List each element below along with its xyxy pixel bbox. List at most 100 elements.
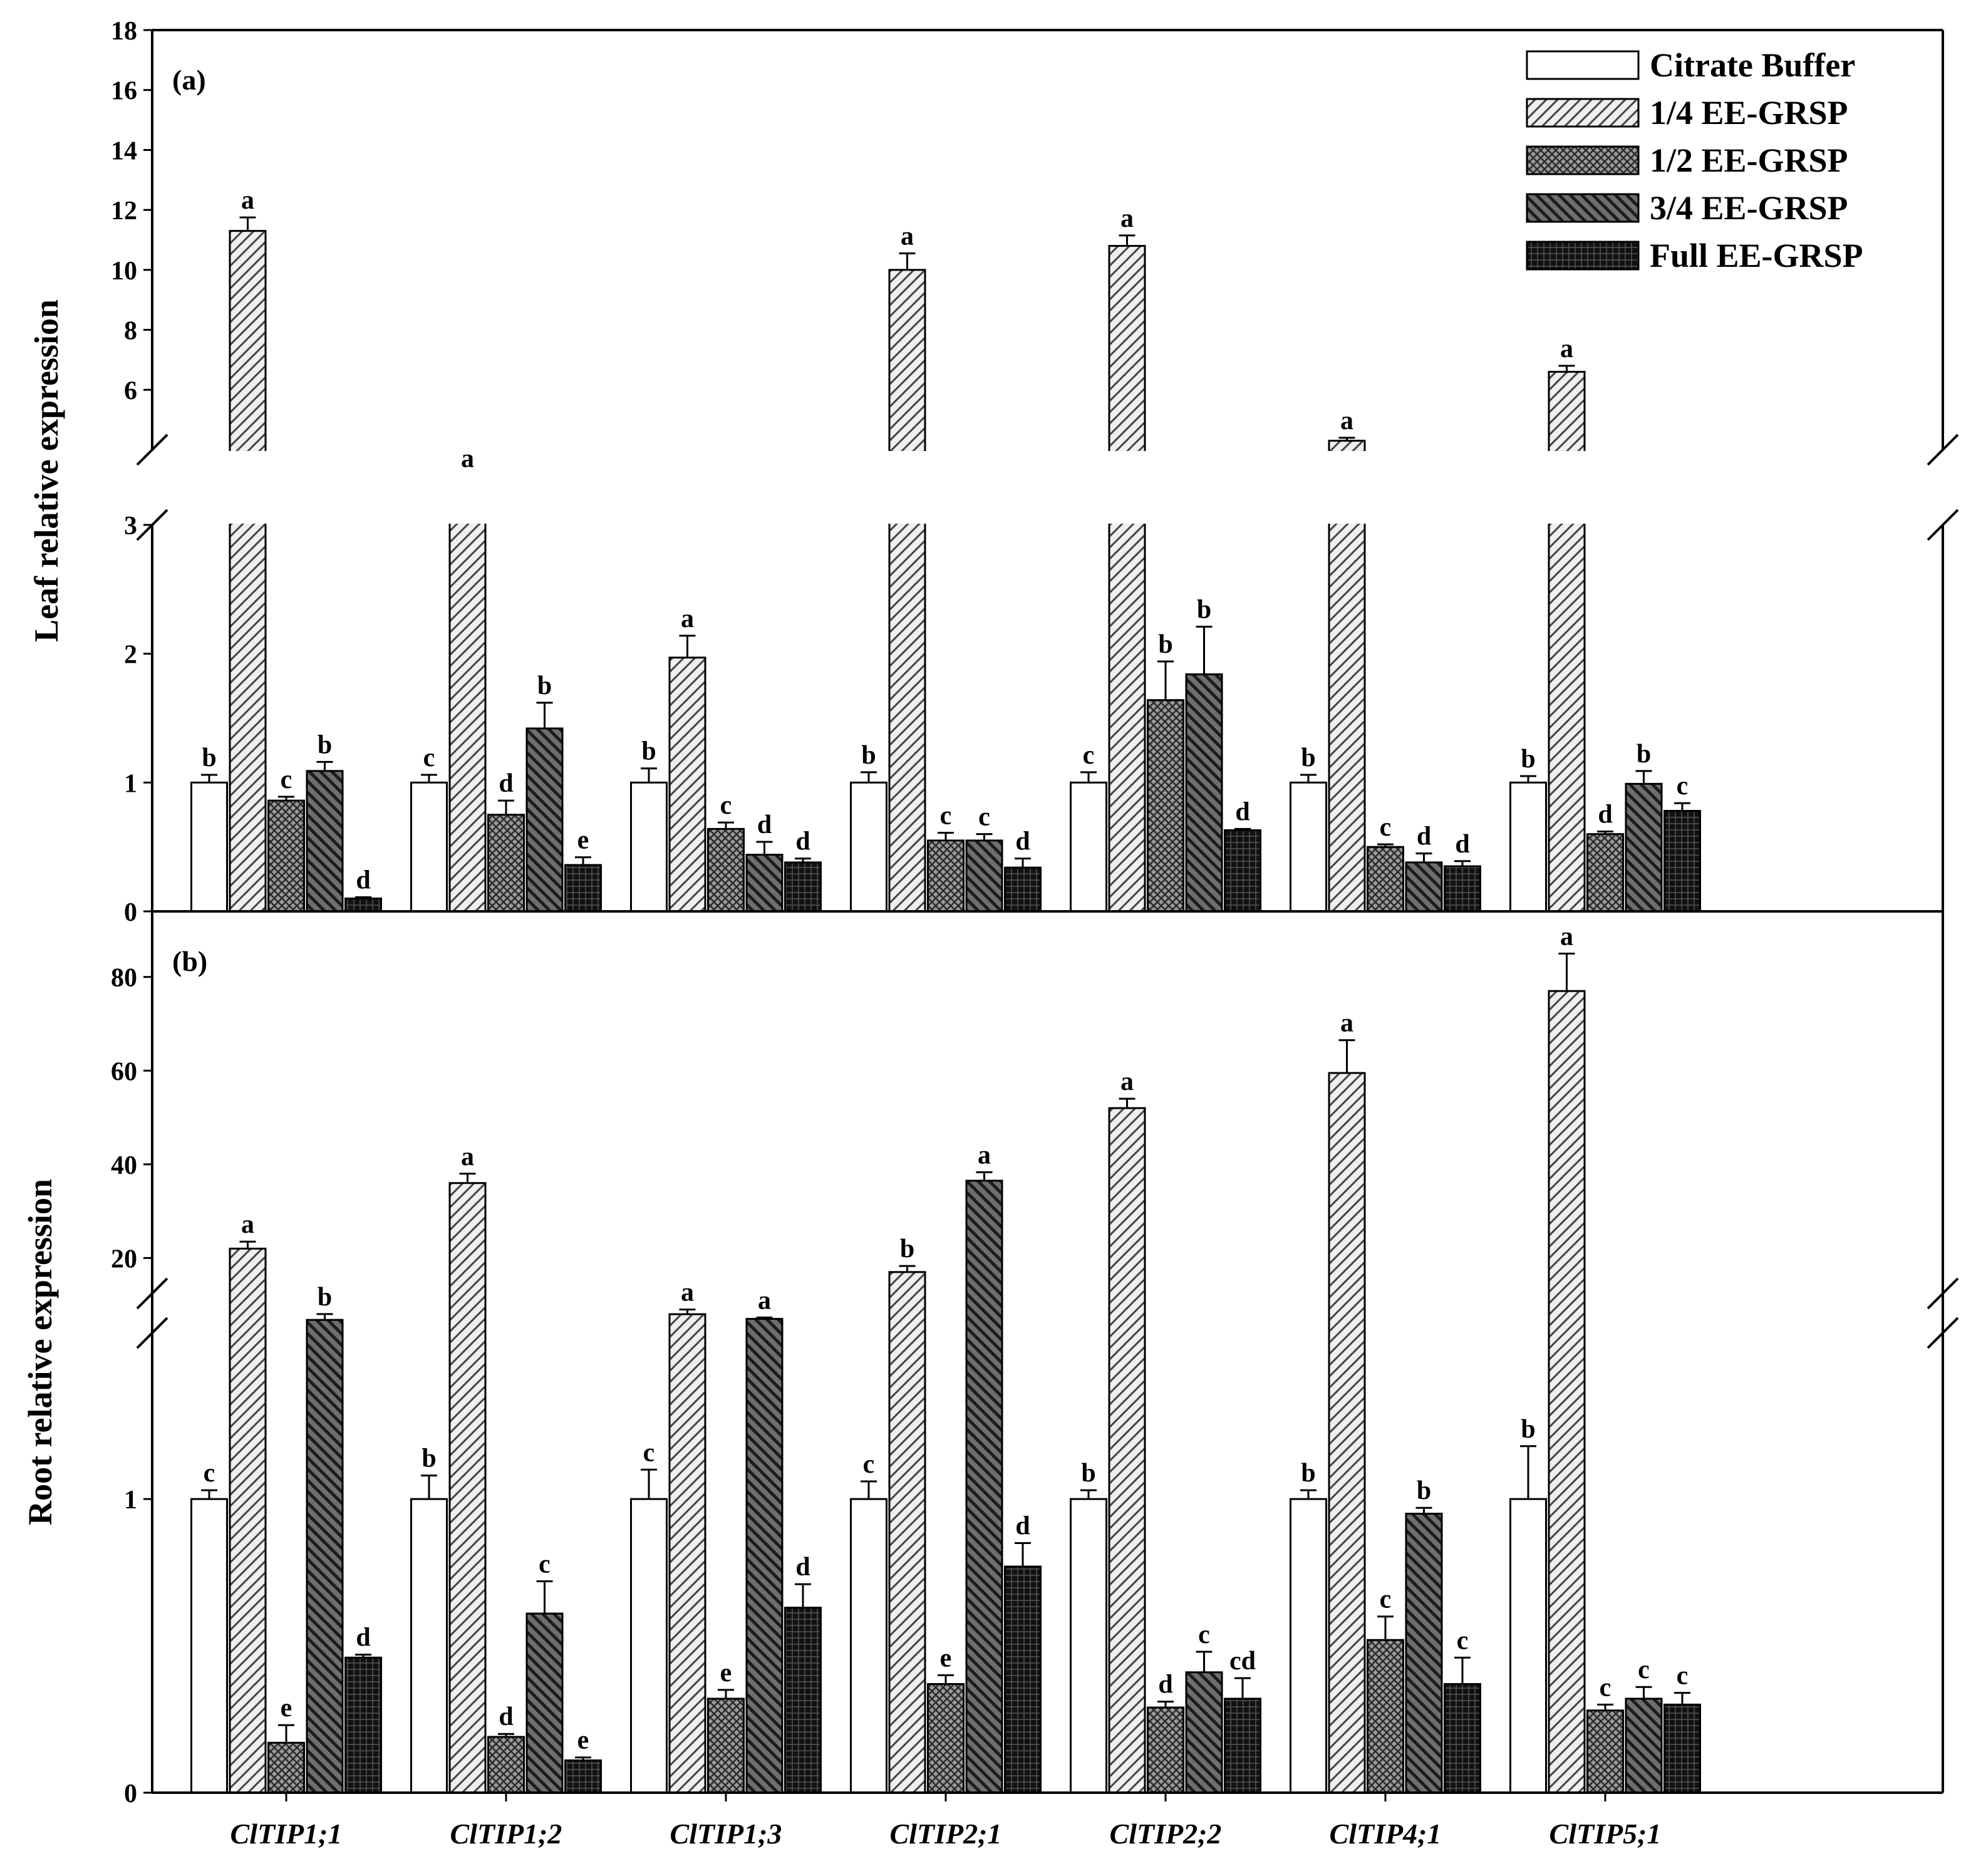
bar-root-0-3 xyxy=(850,1498,887,1794)
legend-swatch-grid-dark xyxy=(1526,241,1640,271)
significance-letter: d xyxy=(757,811,772,839)
significance-letter: c xyxy=(1198,1620,1210,1649)
axis-break-gap xyxy=(140,451,1955,524)
legend-label: 1/2 EE-GRSP xyxy=(1650,142,1848,179)
x-tick-label: ClTIP4;1 xyxy=(1330,1818,1442,1850)
significance-letter: b xyxy=(1301,744,1315,772)
bar-root-4-1 xyxy=(564,1759,602,1794)
bar-leaf-1-2 xyxy=(668,656,706,913)
legend: Citrate Buffer 1/4 EE-GRSP 1/2 EE-GRSP 3/4 … xyxy=(1526,46,1863,274)
y-tick-label: 0 xyxy=(124,898,137,927)
legend-swatch-hatch-light xyxy=(1526,98,1640,128)
bar-leaf-2-4 xyxy=(1147,699,1184,913)
significance-letter: b xyxy=(1417,1476,1431,1505)
bar-root-2-0 xyxy=(267,1741,305,1794)
legend-label: 1/4 EE-GRSP xyxy=(1650,94,1848,132)
bar-leaf-1-4 xyxy=(1108,245,1146,913)
legend-swatch-empty xyxy=(1526,50,1640,80)
significance-letter: b xyxy=(900,1235,914,1263)
y-tick-label: 16 xyxy=(111,77,137,106)
bar-root-4-5 xyxy=(1444,1683,1481,1794)
significance-letter: c xyxy=(539,1550,551,1578)
bar-leaf-2-0 xyxy=(267,799,305,913)
bar-root-3-4 xyxy=(1185,1671,1223,1794)
bar-leaf-2-3 xyxy=(927,839,965,913)
bar-leaf-2-1 xyxy=(487,814,525,913)
bar-leaf-4-4 xyxy=(1224,829,1261,913)
bar-leaf-4-5 xyxy=(1444,865,1481,913)
bar-root-4-2 xyxy=(784,1607,822,1794)
legend-swatch-hatch-dark xyxy=(1526,193,1640,223)
significance-letter: c xyxy=(1083,741,1095,770)
significance-letter: c xyxy=(1677,772,1689,801)
x-tick-label: ClTIP5;1 xyxy=(1549,1818,1662,1850)
bar-root-1-0 xyxy=(229,1247,267,1794)
bar-root-2-6 xyxy=(1586,1709,1624,1794)
significance-letter: a xyxy=(241,1210,254,1239)
bar-root-1-6 xyxy=(1548,990,1586,1794)
bar-leaf-2-5 xyxy=(1367,846,1404,913)
significance-letter: c xyxy=(978,803,990,832)
y-axis-title: Leaf relative expression xyxy=(28,299,65,642)
significance-letter: a xyxy=(1120,204,1134,233)
bar-root-0-2 xyxy=(630,1498,668,1794)
bar-leaf-0-4 xyxy=(1070,781,1107,913)
bar-leaf-3-6 xyxy=(1625,782,1663,913)
significance-letter: a xyxy=(681,1278,694,1307)
significance-letter: c xyxy=(1638,1656,1650,1684)
y-tick-label: 8 xyxy=(124,317,137,346)
bar-root-4-0 xyxy=(344,1656,382,1794)
significance-letter: b xyxy=(641,737,656,766)
significance-letter: e xyxy=(577,826,589,855)
significance-letter: b xyxy=(1521,745,1535,774)
bar-leaf-3-2 xyxy=(745,854,784,913)
bar-root-3-2 xyxy=(745,1318,784,1794)
significance-letter: d xyxy=(1015,1512,1030,1541)
significance-letter: d xyxy=(1158,1671,1172,1699)
bar-leaf-3-5 xyxy=(1405,861,1443,913)
y-tick-label: 1 xyxy=(124,769,137,798)
significance-letter: c xyxy=(863,1450,875,1479)
bar-leaf-2-6 xyxy=(1586,833,1624,913)
legend-label: 3/4 EE-GRSP xyxy=(1650,189,1848,227)
significance-letter: b xyxy=(1158,630,1172,659)
significance-letter: a xyxy=(1120,1067,1134,1096)
significance-letter: d xyxy=(795,1553,810,1582)
significance-letter: a xyxy=(1560,922,1573,951)
bar-root-2-4 xyxy=(1147,1706,1184,1794)
y-tick-label: 40 xyxy=(111,1151,137,1180)
bar-root-0-0 xyxy=(190,1498,228,1794)
significance-letter: b xyxy=(1301,1459,1315,1488)
significance-letter: cd xyxy=(1229,1647,1256,1676)
significance-letter: b xyxy=(202,744,216,772)
y-tick-label: 18 xyxy=(111,17,137,46)
y-tick-label: 20 xyxy=(111,1245,137,1273)
significance-letter: e xyxy=(940,1644,952,1672)
x-tick-label: ClTIP1;3 xyxy=(670,1818,782,1850)
y-tick-label: 1 xyxy=(124,1486,137,1515)
significance-letter: b xyxy=(422,1444,436,1473)
bar-leaf-0-2 xyxy=(630,781,668,913)
bar-leaf-2-2 xyxy=(707,827,745,913)
significance-letter: c xyxy=(204,1459,215,1488)
bar-leaf-0-5 xyxy=(1290,781,1327,913)
significance-letter: e xyxy=(720,1659,732,1687)
bar-leaf-3-1 xyxy=(525,727,564,913)
significance-letter: a xyxy=(241,186,254,215)
significance-letter: d xyxy=(356,1624,370,1652)
bar-leaf-3-3 xyxy=(965,839,1003,913)
significance-letter: b xyxy=(537,671,552,700)
significance-letter: b xyxy=(318,730,332,759)
bar-leaf-3-0 xyxy=(306,770,344,913)
significance-letter: a xyxy=(978,1141,991,1170)
significance-letter: c xyxy=(1457,1626,1469,1655)
significance-letter: c xyxy=(720,791,732,820)
significance-letter: b xyxy=(1081,1459,1095,1488)
significance-letter: d xyxy=(1015,827,1030,856)
y-tick-label: 2 xyxy=(124,641,137,670)
bar-leaf-3-4 xyxy=(1185,673,1223,913)
bar-root-0-4 xyxy=(1070,1498,1107,1794)
bar-root-0-1 xyxy=(410,1498,448,1794)
